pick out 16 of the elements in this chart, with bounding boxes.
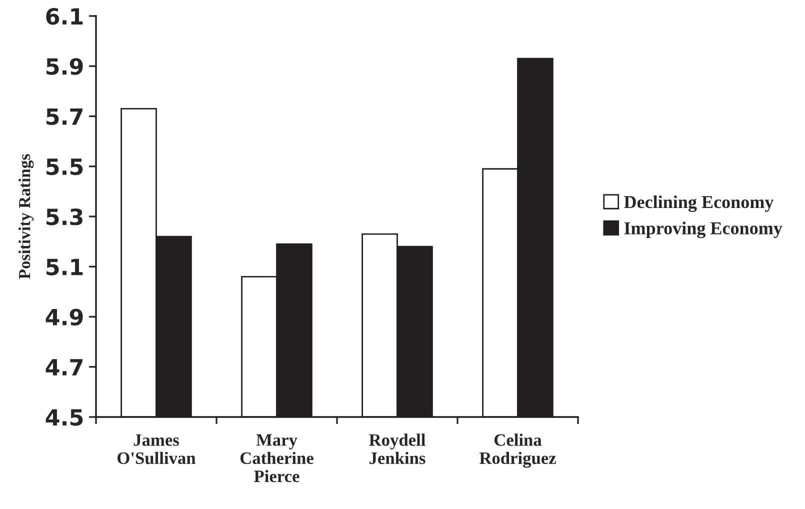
y-tick-label: 4.9 xyxy=(46,308,83,326)
y-tick-label: 5.5 xyxy=(46,158,83,176)
y-tick-label: 5.1 xyxy=(46,258,83,276)
y-tick-label: 5.3 xyxy=(46,208,82,226)
y-tick-label: 6.1 xyxy=(46,8,83,25)
legend-label: Improving Economy xyxy=(624,222,782,238)
y-tick-label: 4.5 xyxy=(46,409,83,426)
legend-label: Declining Economy xyxy=(624,195,774,212)
y-tick-label: 5.9 xyxy=(46,58,83,75)
x-tick-label: Roydell Jenkins xyxy=(369,434,426,464)
y-axis-title: Positivity Ratings xyxy=(18,154,34,279)
x-tick-label: James O'Sullivan xyxy=(118,434,196,464)
x-tick-label: Mary Catherine Pierce xyxy=(240,434,314,482)
y-tick-label: 5.7 xyxy=(46,108,82,126)
x-tick-label: Celina Rodriguez xyxy=(479,434,556,468)
y-tick-label: 4.7 xyxy=(46,359,82,376)
